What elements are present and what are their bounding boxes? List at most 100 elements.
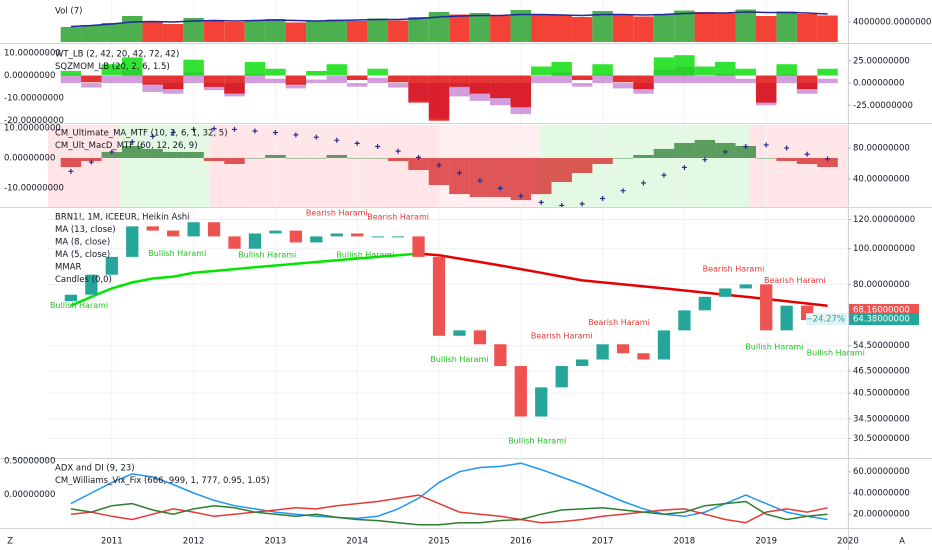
bar	[469, 13, 491, 42]
bar	[224, 22, 245, 42]
indicator-label: MA (5, close)	[55, 250, 110, 260]
toolbar-button[interactable]: Z	[7, 537, 13, 547]
bar	[142, 83, 163, 92]
bar	[367, 18, 388, 42]
indicator-label: SQZMOM_LB (20, 2, 6, 1.5)	[55, 62, 170, 72]
bar	[101, 76, 123, 84]
cross-marker	[538, 199, 544, 205]
bar	[326, 76, 347, 84]
bar	[817, 68, 838, 76]
y-tick-label: 0.00000000	[4, 71, 55, 81]
bar	[326, 64, 347, 76]
bar	[367, 77, 388, 84]
indicator-label: Candles (0,0)	[55, 275, 112, 285]
bar	[592, 11, 613, 42]
band	[48, 125, 120, 207]
cross-marker	[395, 148, 401, 154]
bar	[265, 154, 286, 158]
candle	[269, 230, 282, 234]
candle	[391, 236, 405, 238]
bar	[183, 151, 204, 158]
x-tick-label: 2017	[592, 537, 614, 547]
indicator-label: CM_Ult_MacD_MTF (60, 12, 26, 9)	[55, 141, 198, 151]
bar	[387, 20, 409, 42]
line	[418, 252, 828, 307]
bar	[346, 157, 368, 159]
cross-marker	[416, 154, 422, 160]
y-tick-label: 0.50000000	[4, 457, 55, 467]
bar	[60, 74, 82, 84]
candle	[616, 344, 630, 354]
y-tick-label: 10.00000000	[4, 48, 61, 58]
bar	[162, 151, 184, 158]
bar	[490, 75, 511, 99]
y-tick-label: 4000000.00000000	[853, 18, 932, 28]
x-tick-label: 2011	[101, 537, 123, 547]
y-tick-label: 30.50000000	[853, 434, 910, 444]
y-tick-label: 34.50000000	[853, 414, 910, 424]
candle	[351, 233, 364, 237]
candle	[105, 256, 118, 275]
bar	[531, 76, 552, 84]
pattern-label: Bearish Harami	[531, 331, 593, 340]
toolbar-button[interactable]: A	[899, 537, 905, 547]
bar	[735, 145, 756, 158]
bar	[81, 157, 102, 161]
bar	[531, 157, 552, 195]
bar	[81, 25, 102, 42]
candle	[596, 344, 609, 360]
line	[70, 494, 828, 524]
bar	[551, 72, 572, 84]
bar	[428, 157, 450, 186]
bar	[755, 75, 777, 103]
pattern-label: Bullish Harami	[807, 349, 865, 358]
bar	[612, 157, 634, 159]
y-tick-label: 0.00000000	[4, 490, 55, 500]
cross-marker	[641, 180, 647, 186]
bar	[428, 75, 450, 121]
cross-marker	[579, 201, 585, 207]
cross-marker	[518, 193, 524, 199]
pattern-label: Bullish Harami	[430, 355, 488, 364]
cross-marker	[313, 134, 319, 140]
cross-marker	[477, 178, 483, 184]
candle	[228, 236, 241, 249]
bar	[224, 157, 245, 164]
pattern-label: Bearish Harami	[588, 318, 650, 327]
bar	[633, 16, 654, 42]
candle	[780, 305, 793, 331]
bar	[633, 75, 654, 90]
candle	[432, 256, 446, 336]
cross-marker	[211, 126, 217, 132]
x-tick-label: 2012	[183, 537, 205, 547]
bar	[60, 157, 82, 168]
candle	[126, 226, 139, 257]
bar	[306, 71, 327, 76]
line	[70, 11, 828, 28]
candle	[371, 236, 384, 238]
pattern-label: Bearish Harami	[306, 209, 368, 218]
panel-0	[60, 9, 838, 42]
bar	[817, 78, 838, 84]
cross-marker	[272, 130, 278, 136]
bar	[346, 75, 368, 81]
candle	[64, 294, 78, 302]
indicator-label: MA (8, close)	[55, 238, 110, 248]
bar	[694, 66, 716, 76]
cross-marker	[109, 149, 115, 155]
panel-1	[60, 55, 838, 121]
x-tick-label: 2014	[346, 537, 368, 547]
cross-marker	[784, 145, 790, 151]
pattern-label: Bullish Harami	[745, 343, 803, 352]
bar	[142, 21, 163, 42]
bar	[715, 61, 736, 76]
bar	[408, 17, 429, 42]
y-tick-label: 10.00000000	[4, 123, 61, 133]
bar	[183, 18, 204, 42]
candle	[719, 288, 732, 297]
y2-tick-label: 60.00000000	[853, 467, 910, 477]
bar	[346, 83, 368, 87]
bar	[510, 75, 532, 108]
line	[70, 252, 419, 307]
panel-title: BRN1!, 1M, ICEEUR, Heikin Ashi	[55, 213, 190, 223]
